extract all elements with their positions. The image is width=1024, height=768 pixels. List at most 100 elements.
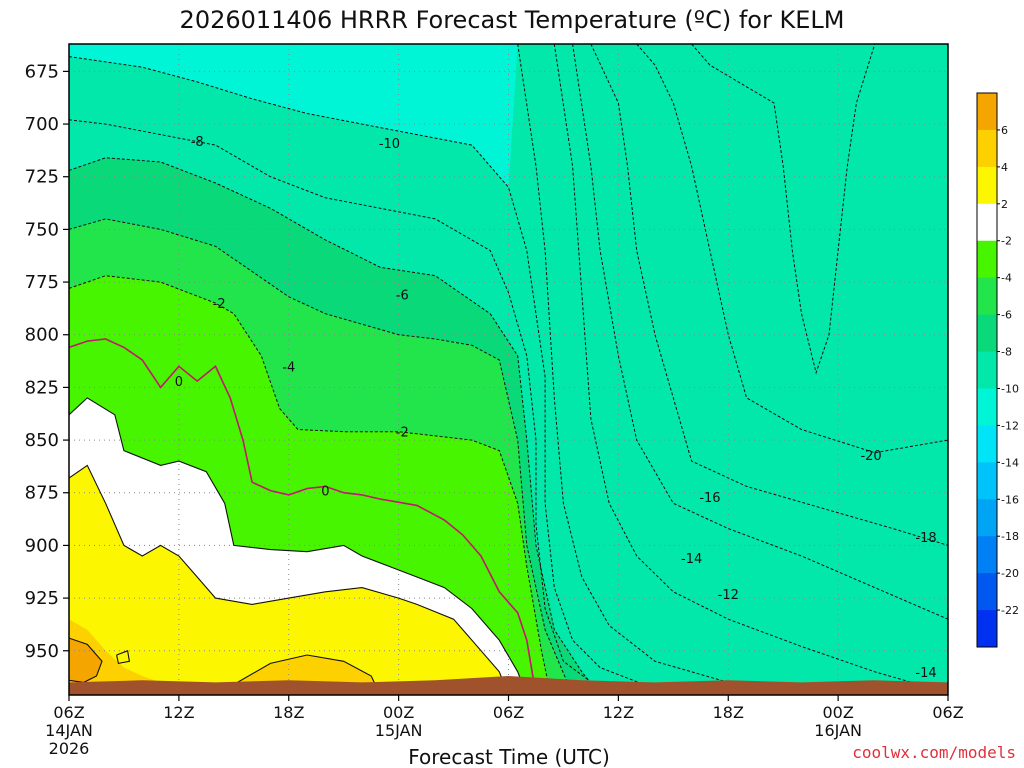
- contour-labels: -8 -10-2-6-40-20 -16-20-18-14-12-14: [175, 135, 937, 681]
- x-tick-label: 06Z: [493, 703, 524, 722]
- y-axis-ticks: 675 700 725 750 775 800 825 850 875 900 925 950: [25, 61, 69, 662]
- colorbar-swatch: [977, 351, 997, 389]
- colorbar-swatch: [977, 203, 997, 242]
- colorbar-label: -2: [1001, 235, 1012, 248]
- grid-lines: [69, 44, 948, 695]
- contour-line: [69, 397, 528, 695]
- region-upper-minus-10: [69, 44, 518, 188]
- x-axis-title: Forecast Time (UTC): [408, 745, 610, 768]
- contour-line: [572, 44, 948, 620]
- colorbar-label: -6: [1001, 309, 1012, 322]
- y-tick-label: 925: [25, 588, 59, 609]
- region-band-minus-8-upper: [69, 56, 527, 251]
- chart-title: 2026011406 HRRR Forecast Temperature (ºC…: [180, 6, 845, 34]
- terrain-layer: [69, 676, 948, 695]
- y-tick-label: 725: [25, 167, 59, 188]
- x-tick-date: 16JAN: [814, 721, 862, 740]
- x-tick-date: 15JAN: [375, 721, 423, 740]
- colorbar-label: -16: [1001, 493, 1019, 506]
- colorbar-swatch: [977, 240, 997, 279]
- colorbar-label: -20: [1001, 567, 1019, 580]
- y-tick-label: 750: [25, 219, 59, 240]
- region-band-2: [69, 465, 509, 695]
- contour-line: [691, 44, 876, 375]
- contour-label: -8: [191, 135, 204, 150]
- contour-label: 0: [321, 485, 329, 500]
- colorbar-frame: [976, 92, 998, 648]
- contour-lines: [69, 44, 948, 695]
- contour-label: -18: [915, 531, 936, 546]
- colorbar-label: -8: [1001, 346, 1012, 359]
- colorbar-swatch: [977, 314, 997, 353]
- x-tick-year: 2026: [49, 739, 90, 758]
- credit-text: coolwx.com/models: [852, 743, 1016, 762]
- y-tick-label: 675: [25, 61, 59, 82]
- colorbar-label: -14: [1001, 456, 1019, 469]
- colorbar-swatch: [977, 573, 997, 611]
- colorbar-swatch: [977, 129, 997, 168]
- colorbar-swatch: [977, 536, 997, 574]
- x-tick-label: 06Z: [53, 703, 84, 722]
- contour-label: -4: [282, 360, 295, 375]
- terrain-fill: [69, 676, 948, 695]
- x-tick-label: 18Z: [713, 703, 744, 722]
- contour-label: -2: [213, 297, 226, 312]
- colorbar-label: 4: [1001, 161, 1008, 174]
- contour-label: -14: [681, 552, 702, 567]
- x-tick-label: 12Z: [603, 703, 634, 722]
- colorbar-swatch: [977, 462, 997, 500]
- contour-label: -16: [699, 491, 720, 506]
- contour-line: [636, 44, 948, 454]
- contour-line: [233, 654, 381, 695]
- contour-line: [553, 44, 948, 694]
- contour-label: -6: [396, 289, 409, 304]
- y-tick-label: 800: [25, 325, 59, 346]
- x-tick-date: 14JAN: [45, 721, 93, 740]
- region-band-minus-8: [69, 44, 948, 695]
- colorbar-label: 6: [1001, 124, 1008, 137]
- contour-line: [69, 56, 729, 695]
- y-tick-label: 825: [25, 377, 59, 398]
- colorbar-swatch: [977, 166, 997, 205]
- contour-label: -14: [915, 666, 936, 681]
- x-tick-label: 00Z: [383, 703, 414, 722]
- contour-line: [69, 464, 510, 695]
- contour-line: [69, 338, 537, 695]
- contour-line: [116, 650, 131, 665]
- contour-line: [517, 44, 802, 695]
- colorbar-swatch: [977, 499, 997, 537]
- x-tick-label: 18Z: [273, 703, 304, 722]
- colorbar-swatch: [977, 610, 997, 648]
- x-tick-label: 12Z: [163, 703, 194, 722]
- y-tick-label: 875: [25, 483, 59, 504]
- x-tick-label: 06Z: [932, 703, 963, 722]
- colorbar-swatch: [977, 277, 997, 316]
- colorbar-label: -4: [1001, 272, 1012, 285]
- x-tick-label: 00Z: [822, 703, 853, 722]
- y-tick-label: 775: [25, 272, 59, 293]
- contour-line: [590, 44, 948, 546]
- colorbar-swatch: [977, 93, 997, 131]
- contour-line: [69, 119, 656, 695]
- colorbar-label: -18: [1001, 530, 1019, 543]
- contour-label: -2: [396, 426, 409, 441]
- contour-label: 0: [175, 375, 183, 390]
- colorbar-label: 2: [1001, 198, 1008, 211]
- contour-label: -20: [860, 449, 881, 464]
- y-tick-label: 850: [25, 430, 59, 451]
- colorbar-label: -12: [1001, 419, 1019, 432]
- colorbar: 6 4 2 -2 -4 -6 -8 -10 -12 -14 -16 -18 -20 -22: [976, 92, 1019, 648]
- contour-label: -12: [718, 588, 739, 603]
- colorbar-label: -10: [1001, 382, 1019, 395]
- colorbar-label: -22: [1001, 604, 1019, 617]
- contour-label: -10: [379, 137, 400, 152]
- colorbar-swatch: [977, 425, 997, 463]
- region-pocket-6: [69, 638, 102, 683]
- y-tick-label: 950: [25, 641, 59, 662]
- contour-line: [69, 218, 574, 695]
- y-tick-label: 900: [25, 535, 59, 556]
- y-tick-label: 700: [25, 114, 59, 135]
- colorbar-swatch: [977, 388, 997, 426]
